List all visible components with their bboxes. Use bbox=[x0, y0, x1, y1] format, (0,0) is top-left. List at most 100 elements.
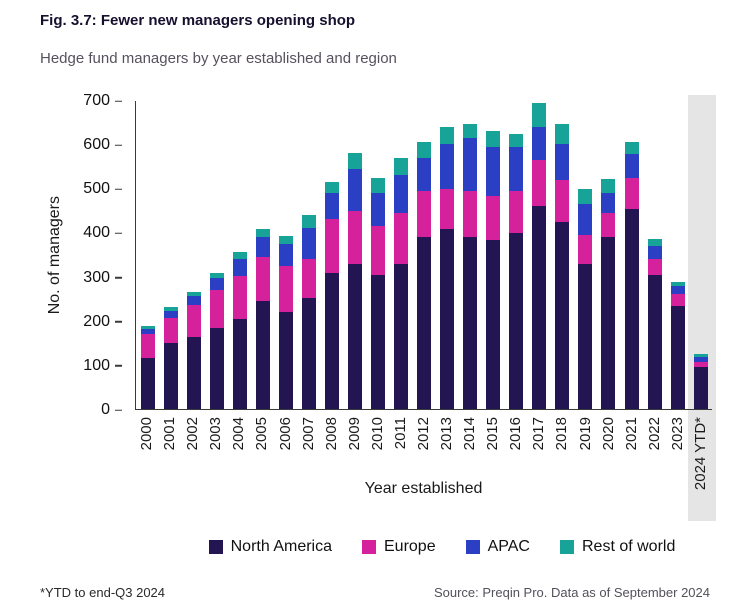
segment-apac-2017 bbox=[532, 127, 547, 161]
x-tick-label-text: 2002 bbox=[184, 417, 202, 451]
x-tick-label-2005: 2005 bbox=[250, 417, 273, 511]
x-tick-label-text: 2007 bbox=[299, 417, 317, 451]
bar-2003 bbox=[205, 101, 228, 409]
y-tick-label-100: 100 bbox=[83, 356, 110, 374]
bar-stack-2020 bbox=[601, 101, 616, 409]
x-tick-label-text: 2010 bbox=[368, 417, 386, 451]
segment-europe-2009 bbox=[347, 211, 362, 264]
bar-stack-2000 bbox=[140, 101, 155, 409]
bar-stack-2024-ytd bbox=[693, 101, 708, 409]
legend-swatch-apac bbox=[465, 540, 480, 554]
segment-rest-of-world-2005 bbox=[255, 228, 270, 238]
bar-stack-2004 bbox=[232, 101, 247, 409]
segment-north-america-2021 bbox=[624, 208, 639, 409]
segment-apac-2016 bbox=[509, 147, 524, 192]
x-tick-label-text: 2016 bbox=[507, 417, 525, 451]
x-tick-label-2009: 2009 bbox=[343, 417, 366, 511]
segment-north-america-2008 bbox=[324, 272, 339, 409]
x-tick-label-2006: 2006 bbox=[273, 417, 296, 511]
plot-area bbox=[135, 101, 712, 410]
x-tick-label-2007: 2007 bbox=[297, 417, 320, 511]
x-tick-label-2018: 2018 bbox=[550, 417, 573, 511]
y-tick-mark bbox=[115, 100, 122, 102]
bar-stack-2002 bbox=[186, 101, 201, 409]
y-axis: 0 100 200 300 400 500 600 700 bbox=[72, 93, 122, 418]
segment-europe-2008 bbox=[324, 218, 339, 273]
segment-rest-of-world-2008 bbox=[324, 181, 339, 193]
x-tick-label-text: 2008 bbox=[322, 417, 340, 451]
bar-2014 bbox=[459, 101, 482, 409]
segment-apac-2015 bbox=[486, 147, 501, 196]
segment-apac-2009 bbox=[347, 169, 362, 212]
x-tick-label-text: 2003 bbox=[207, 417, 225, 451]
bar-2005 bbox=[251, 101, 274, 409]
segment-europe-2016 bbox=[509, 191, 524, 233]
segment-rest-of-world-2004 bbox=[232, 252, 247, 260]
x-tick-label-2003: 2003 bbox=[204, 417, 227, 511]
bar-2008 bbox=[320, 101, 343, 409]
ytd-highlight-band bbox=[688, 95, 716, 521]
segment-europe-2007 bbox=[301, 259, 316, 298]
segment-north-america-2002 bbox=[186, 337, 201, 409]
segment-north-america-2016 bbox=[509, 233, 524, 409]
segment-europe-2022 bbox=[647, 258, 662, 275]
segment-rest-of-world-2018 bbox=[555, 123, 570, 144]
segment-europe-2013 bbox=[440, 189, 455, 229]
bar-stack-2018 bbox=[555, 101, 570, 409]
bar-stack-2014 bbox=[463, 101, 478, 409]
bar-2018 bbox=[551, 101, 574, 409]
segment-rest-of-world-2013 bbox=[440, 126, 455, 144]
segment-rest-of-world-2017 bbox=[532, 103, 547, 128]
bar-2010 bbox=[366, 101, 389, 409]
legend-swatch-rest-of-world bbox=[559, 540, 574, 554]
segment-north-america-2005 bbox=[255, 301, 270, 409]
segment-rest-of-world-2007 bbox=[301, 215, 316, 228]
segment-apac-2022 bbox=[647, 246, 662, 259]
x-tick-label-text: 2000 bbox=[138, 417, 156, 451]
bar-2020 bbox=[597, 101, 620, 409]
segment-europe-2015 bbox=[486, 195, 501, 240]
x-tick-label-2000: 2000 bbox=[135, 417, 158, 511]
segment-apac-2021 bbox=[624, 154, 639, 179]
segment-rest-of-world-2000 bbox=[140, 326, 155, 329]
segment-europe-2011 bbox=[394, 213, 409, 264]
segment-north-america-2019 bbox=[578, 263, 593, 409]
x-tick-label-2024-ytd: 2024 YTD* bbox=[689, 417, 712, 511]
segment-apac-2013 bbox=[440, 143, 455, 190]
segment-north-america-2006 bbox=[278, 312, 293, 409]
x-tick-label-text: 2013 bbox=[438, 417, 456, 451]
x-tick-label-text: 2020 bbox=[599, 417, 617, 451]
x-tick-label-text: 2019 bbox=[576, 417, 594, 451]
bar-stack-2007 bbox=[301, 101, 316, 409]
x-tick-label-2004: 2004 bbox=[227, 417, 250, 511]
segment-europe-2003 bbox=[209, 290, 224, 328]
segment-north-america-2015 bbox=[486, 239, 501, 409]
segment-rest-of-world-2015 bbox=[486, 130, 501, 148]
bar-2015 bbox=[482, 101, 505, 409]
bar-2009 bbox=[343, 101, 366, 409]
bar-2013 bbox=[436, 101, 459, 409]
segment-north-america-2007 bbox=[301, 297, 316, 409]
legend-label-apac: APAC bbox=[487, 538, 530, 555]
x-tick-label-2023: 2023 bbox=[666, 417, 689, 511]
segment-apac-2007 bbox=[301, 227, 316, 260]
bar-2024-ytd bbox=[689, 101, 712, 409]
segment-north-america-2010 bbox=[370, 274, 385, 409]
segment-apac-2004 bbox=[232, 259, 247, 277]
bar-2021 bbox=[620, 101, 643, 409]
segment-apac-2011 bbox=[394, 175, 409, 214]
bar-stack-2006 bbox=[278, 101, 293, 409]
segment-europe-2019 bbox=[578, 235, 593, 264]
segment-europe-2004 bbox=[232, 276, 247, 319]
legend-label-europe: Europe bbox=[384, 538, 436, 555]
x-tick-label-text: 2004 bbox=[230, 417, 248, 451]
bar-2004 bbox=[228, 101, 251, 409]
segment-rest-of-world-2010 bbox=[370, 177, 385, 193]
bar-stack-2022 bbox=[647, 101, 662, 409]
segment-rest-of-world-2002 bbox=[186, 291, 201, 297]
segment-north-america-2018 bbox=[555, 222, 570, 409]
x-tick-label-text: 2001 bbox=[161, 417, 179, 451]
x-tick-label-text: 2023 bbox=[668, 417, 686, 451]
y-tick-label-600: 600 bbox=[83, 136, 110, 154]
legend-swatch-europe bbox=[362, 540, 376, 554]
